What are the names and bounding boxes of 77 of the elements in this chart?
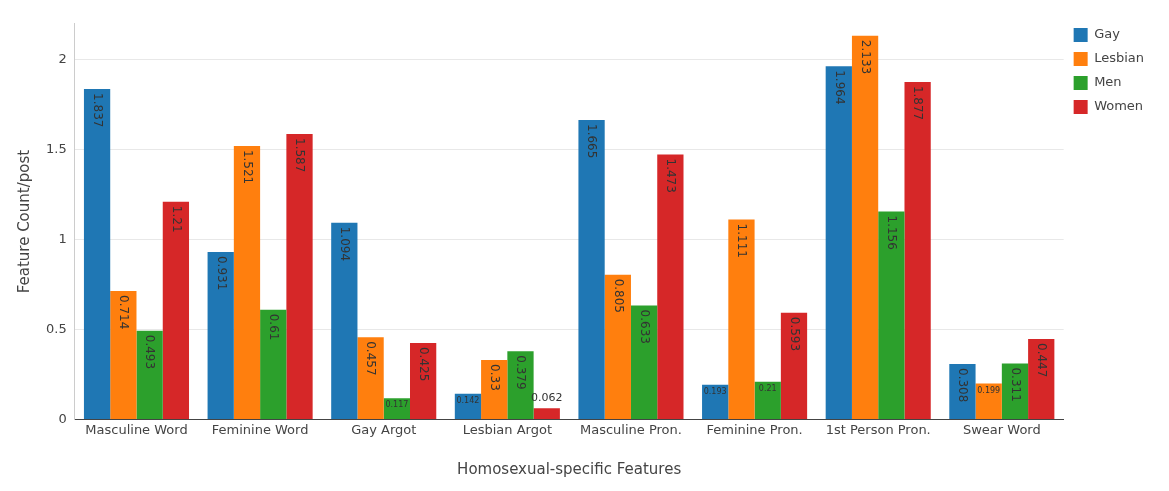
bar xyxy=(533,408,560,419)
data-label: 1.094 xyxy=(338,226,353,262)
bar xyxy=(136,330,163,419)
bar xyxy=(1001,363,1029,419)
data-label: 1.473 xyxy=(664,158,679,193)
data-label: 0.61 xyxy=(267,313,282,341)
legend-label: Lesbian xyxy=(1094,50,1144,66)
data-label: 0.425 xyxy=(417,346,432,382)
data-label: 0.457 xyxy=(364,341,379,376)
data-label: 0.931 xyxy=(214,255,229,291)
data-label: 0.117 xyxy=(385,400,409,410)
data-label: 0.493 xyxy=(143,334,158,370)
x-tick-label: Feminine Word xyxy=(211,421,309,437)
legend-label: Men xyxy=(1094,74,1122,90)
bar xyxy=(83,89,111,419)
bar xyxy=(949,364,976,419)
x-tick-label: Masculine Word xyxy=(85,421,188,437)
bar xyxy=(780,312,808,419)
data-label: 0.142 xyxy=(456,395,480,405)
x-tick-label: Masculine Pron. xyxy=(580,421,682,437)
data-label: 1.156 xyxy=(885,215,900,250)
bar xyxy=(110,291,137,419)
x-tick-label: Swear Word xyxy=(962,421,1041,437)
bar xyxy=(630,305,658,419)
bar xyxy=(728,219,755,419)
data-label: 1.837 xyxy=(90,93,105,128)
data-label: 1.964 xyxy=(832,70,847,105)
bar xyxy=(754,381,781,419)
data-label: 1.111 xyxy=(735,223,750,258)
bar xyxy=(657,154,684,419)
legend-label: Women xyxy=(1094,98,1144,114)
bar xyxy=(331,222,358,419)
data-label: 0.633 xyxy=(637,309,652,344)
bar xyxy=(604,274,631,419)
x-axis-title: Homosexual-specific Features xyxy=(457,459,682,478)
bar xyxy=(825,66,852,419)
bar xyxy=(851,35,879,419)
data-label: 1.21 xyxy=(169,205,184,233)
data-label: 1.521 xyxy=(240,149,255,185)
data-label: 0.593 xyxy=(787,316,802,352)
bar xyxy=(357,337,384,419)
data-label: 0.447 xyxy=(1035,343,1050,378)
y-axis-title: Feature Count/post xyxy=(14,149,33,294)
data-label: 1.877 xyxy=(911,85,926,121)
data-label: 0.308 xyxy=(956,368,971,403)
y-tick-label: 2 xyxy=(58,51,67,67)
x-tick-label: Lesbian Argot xyxy=(462,421,553,437)
bar xyxy=(207,251,234,419)
bar xyxy=(481,360,508,419)
y-tick-label: 1.5 xyxy=(45,141,67,157)
y-tick-label: 0 xyxy=(58,410,67,426)
bar xyxy=(904,81,931,419)
data-label: 0.33 xyxy=(488,364,503,391)
bar xyxy=(410,342,437,419)
bar xyxy=(578,120,605,419)
data-label: 1.665 xyxy=(585,124,600,159)
data-label: 0.193 xyxy=(703,386,727,396)
data-label: 0.311 xyxy=(1008,367,1023,402)
bar xyxy=(162,201,190,419)
bar xyxy=(260,309,287,419)
x-tick-label: 1st Person Pron. xyxy=(825,421,931,437)
data-label: 0.379 xyxy=(514,355,529,390)
data-label: 2.133 xyxy=(858,39,873,75)
y-tick-label: 1 xyxy=(58,230,67,246)
x-tick-label: Gay Argot xyxy=(351,421,417,437)
legend-label: Gay xyxy=(1094,26,1121,42)
bar xyxy=(1028,339,1055,419)
data-label: 0.199 xyxy=(977,385,1001,395)
data-label: 0.21 xyxy=(758,383,777,393)
bar xyxy=(286,134,313,419)
x-tick-label: Feminine Pron. xyxy=(706,421,803,437)
data-label: 1.587 xyxy=(293,138,308,173)
data-label: 0.805 xyxy=(611,278,626,314)
bar xyxy=(878,211,905,419)
data-label: 0.714 xyxy=(117,295,132,330)
bar xyxy=(233,145,261,419)
y-tick-label: 0.5 xyxy=(45,320,67,336)
